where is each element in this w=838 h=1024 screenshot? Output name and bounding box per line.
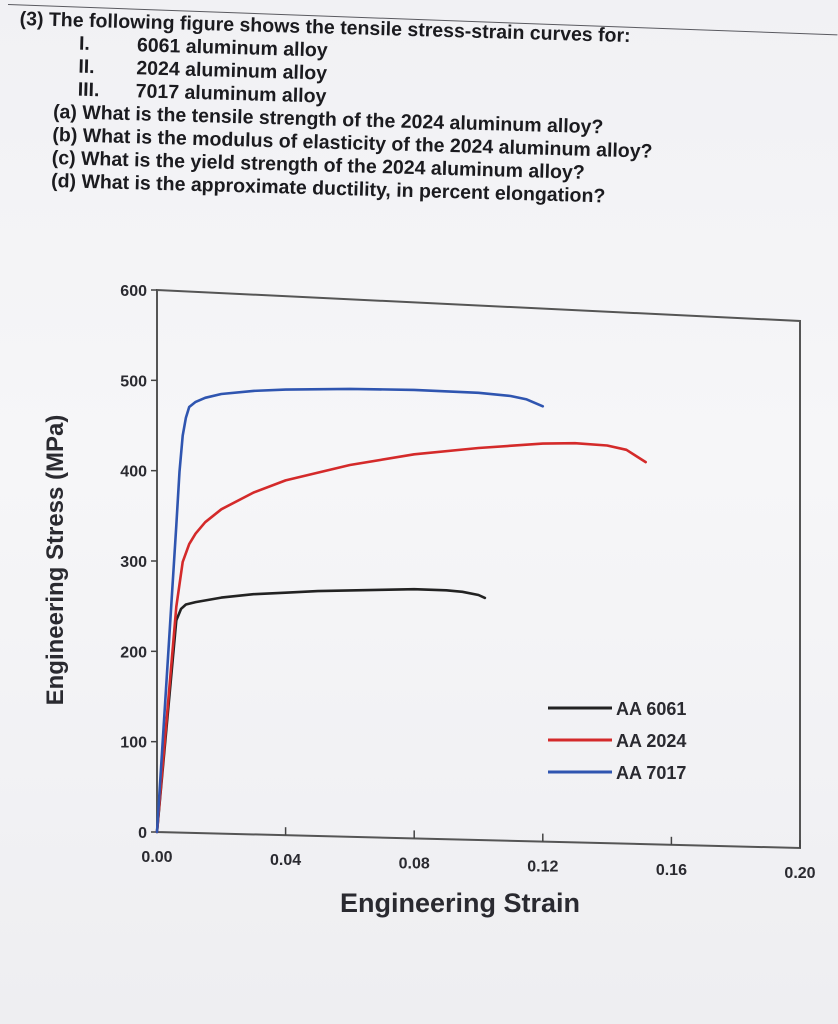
y-tick-label: 300 bbox=[120, 554, 147, 571]
x-tick-label: 0.16 bbox=[656, 862, 687, 879]
x-tick-label: 0.12 bbox=[527, 859, 558, 876]
y-axis-ticks: 0 100 200 300 400 500 600 bbox=[120, 283, 157, 842]
series-line-aa-6061 bbox=[155, 587, 487, 834]
x-tick-label: 0.00 bbox=[141, 849, 172, 866]
x-tick-label: 0.04 bbox=[270, 852, 301, 869]
x-tick-label: 0.20 bbox=[784, 865, 815, 882]
y-axis-label: Engineering Stress (MPa) bbox=[42, 415, 69, 706]
x-tick-label: 0.08 bbox=[399, 855, 430, 872]
x-axis-ticks: 0.00 0.04 0.08 0.12 0.16 0.20 bbox=[141, 824, 816, 882]
y-tick-label: 100 bbox=[120, 735, 147, 752]
legend: AA 6061 AA 2024 AA 7017 bbox=[548, 699, 686, 783]
legend-label: AA 7017 bbox=[616, 763, 686, 783]
y-tick-label: 0 bbox=[138, 825, 147, 842]
x-axis-label: Engineering Strain bbox=[340, 888, 580, 918]
plot-frame bbox=[156, 288, 801, 850]
series-line-aa-7017 bbox=[155, 387, 545, 834]
legend-label: AA 2024 bbox=[616, 731, 686, 751]
y-tick-label: 200 bbox=[120, 644, 147, 661]
y-tick-label: 500 bbox=[120, 373, 147, 390]
y-tick-label: 400 bbox=[120, 464, 147, 481]
y-tick-label: 600 bbox=[120, 283, 147, 300]
series-lines bbox=[155, 387, 648, 834]
plot-border bbox=[156, 288, 801, 850]
legend-label: AA 6061 bbox=[616, 699, 686, 719]
series-line-aa-2024 bbox=[155, 441, 648, 834]
